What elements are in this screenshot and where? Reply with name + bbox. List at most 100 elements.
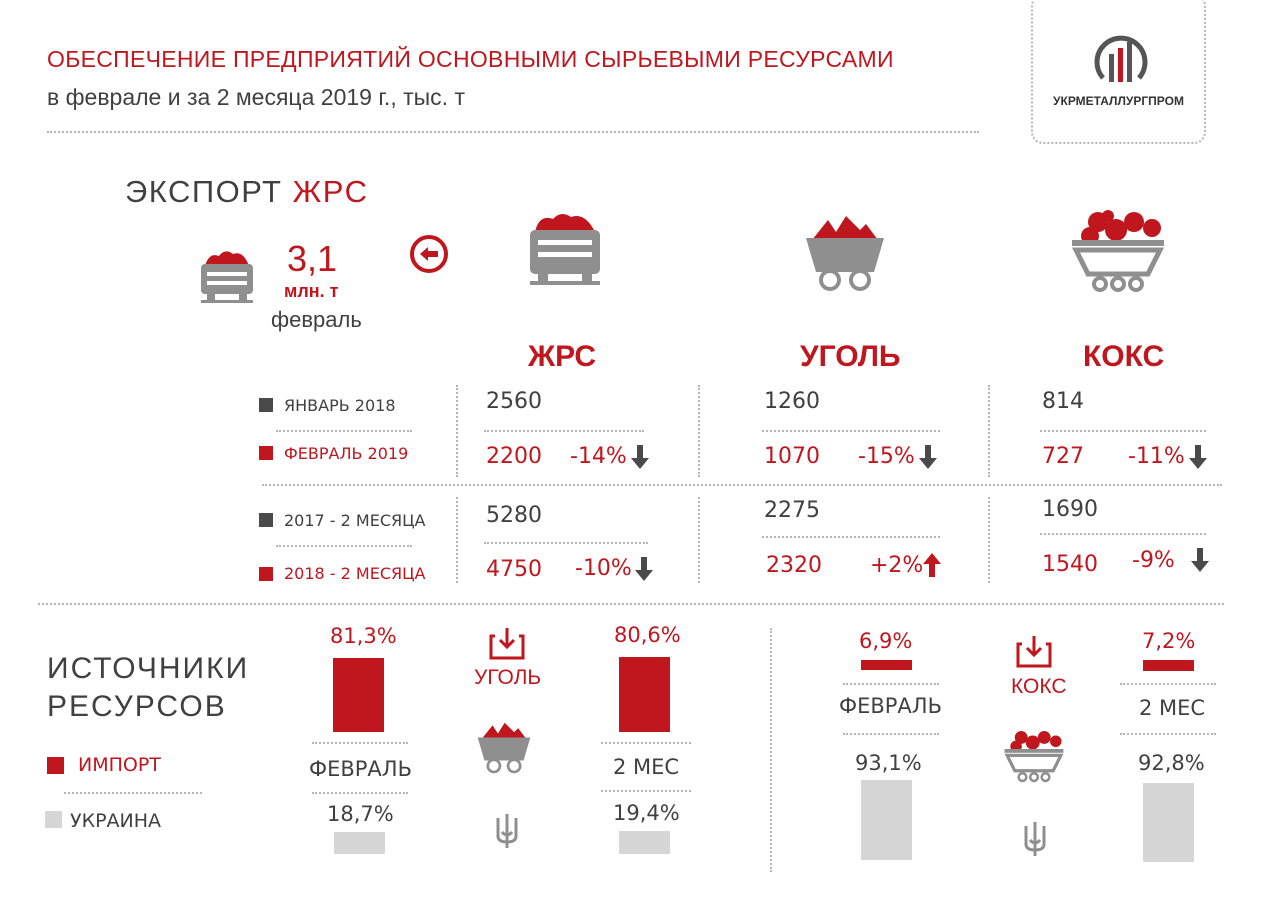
period-divider [1120,683,1216,685]
ukraine-bar [334,832,385,855]
ore-cart-icon [530,213,600,285]
column-header-coke: КОКС [1083,340,1165,373]
group-label-coal: УГОЛЬ [474,666,542,689]
row-divider [276,430,412,432]
period-label: ФЕВРАЛЬ [309,757,412,781]
change-coal-2018-2m: +2% [870,553,924,578]
ukraine-percent-label: 93,1% [855,751,922,775]
page-title: ОБЕСПЕЧЕНИЕ ПРЕДПРИЯТИЙ ОСНОВНЫМИ СЫРЬЕВ… [47,46,894,72]
legend-import-square [47,757,64,774]
ukraine-percent-label: 19,4% [613,801,680,825]
row-label-2018-2m: 2018 - 2 МЕСЯЦА [284,564,426,583]
import-bar [1143,660,1194,671]
value-coal-2017-2m: 2275 [764,498,820,523]
export-title-part1: ЭКСПОРТ [125,174,283,209]
column-divider [456,385,458,477]
row-divider [276,545,412,547]
ukraine-trident-icon [496,814,518,848]
cell-divider [1040,533,1206,535]
import-bar [619,657,670,732]
column-divider [698,497,700,583]
coal-cart-icon [806,216,884,291]
logo-icon [1094,35,1148,82]
download-icon [489,628,525,660]
arrow-up-icon [923,553,941,577]
period-divider [601,742,691,744]
period-divider [843,733,939,735]
value-coke-2018-2m: 1540 [1042,552,1098,577]
export-title-part2: ЖРС [292,174,369,209]
change-coke-feb2019: -11% [1128,444,1185,469]
coke-cart-icon [1071,210,1165,292]
table-block-divider [262,484,1222,486]
row-label-jan2018: ЯНВАРЬ 2018 [284,396,396,415]
value-coke-feb2019: 727 [1042,444,1084,469]
period-label: ФЕВРАЛЬ [839,694,942,718]
download-icon [1016,636,1052,668]
period-label: 2 МЕС [1139,696,1206,720]
ukraine-percent-label: 18,7% [327,802,394,826]
section-divider [38,603,1224,605]
column-divider [698,385,700,477]
import-percent-label: 7,2% [1142,629,1196,653]
change-zhrs-feb2019: -14% [570,444,627,469]
value-coke-jan2018: 814 [1042,389,1084,414]
value-coal-feb2019: 1070 [764,444,820,469]
column-divider [988,497,990,583]
page-subtitle: в феврале и за 2 месяца 2019 г., тыс. т [47,84,465,110]
cell-divider [762,536,940,538]
period-divider [312,742,408,744]
change-coke-2018-2m: -9% [1132,548,1175,573]
export-unit: млн. т [284,281,339,301]
import-bar [333,658,384,732]
legend-square-2017 [259,513,273,527]
ukraine-bar [1143,783,1194,862]
coke-cart-small-icon [1004,731,1064,783]
arrow-left-circle-icon [410,235,448,273]
legend-ukraine-square [45,811,62,828]
legend-import-label: ИМПОРТ [78,754,161,776]
arrow-down-icon [1189,445,1207,469]
value-coal-jan2018: 1260 [764,389,820,414]
export-title: ЭКСПОРТ ЖРС [125,174,368,210]
logo-text: УКРМЕТАЛЛУРГПРОМ [1053,94,1184,108]
arrow-down-icon [1191,548,1209,572]
period-divider [843,683,939,685]
cell-divider [484,542,648,544]
legend-square-2018 [259,567,273,581]
ore-cart-small-icon [201,251,253,303]
ukraine-bar [861,780,912,861]
row-label-2017-2m: 2017 - 2 МЕСЯЦА [284,511,426,530]
period-label: 2 МЕС [613,755,680,779]
export-value: 3,1 [287,238,338,279]
row-label-feb2019: ФЕВРАЛЬ 2019 [284,444,409,463]
arrow-down-icon [919,445,937,469]
value-coke-2017-2m: 1690 [1042,497,1098,522]
ukraine-percent-label: 92,8% [1138,751,1205,775]
legend-square-jan2018 [259,398,273,412]
legend-ukraine-label: УКРАИНА [70,810,162,832]
column-header-zhrs: ЖРС [528,340,597,373]
cell-divider [762,430,940,432]
column-divider [988,385,990,477]
period-divider [1120,733,1216,735]
legend-divider [64,792,202,794]
cell-divider [484,430,644,432]
logo-box: УКРМЕТАЛЛУРГПРОМ [1031,0,1206,144]
coal-cart-small-icon [477,722,531,774]
value-zhrs-2017-2m: 5280 [486,503,542,528]
arrow-down-icon [635,557,653,581]
change-zhrs-2018-2m: -10% [575,556,632,581]
import-percent-label: 80,6% [614,623,681,647]
period-divider [312,792,408,794]
cell-divider [1040,430,1206,432]
group-label-coke: КОКС [1011,675,1067,698]
import-bar [861,660,912,671]
column-divider [456,497,458,583]
import-percent-label: 6,9% [859,629,913,653]
arrow-down-icon [631,445,649,469]
import-percent-label: 81,3% [330,624,397,648]
value-zhrs-jan2018: 2560 [486,389,542,414]
value-zhrs-feb2019: 2200 [486,444,542,469]
header-divider [47,131,979,133]
